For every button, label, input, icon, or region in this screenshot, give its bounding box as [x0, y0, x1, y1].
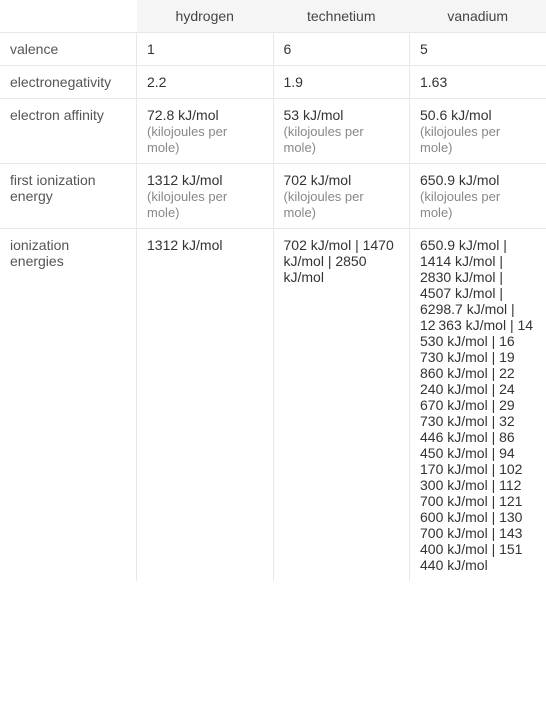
cell: 2.2: [137, 66, 274, 99]
cell-value: 2.2: [147, 74, 166, 90]
cell-unit: (kilojoules per mole): [420, 189, 500, 220]
cell-unit: (kilojoules per mole): [147, 189, 227, 220]
cell-value: 53 kJ/mol: [284, 107, 344, 123]
cell-value: 72.8 kJ/mol: [147, 107, 219, 123]
cell-value: 1.63: [420, 74, 447, 90]
cell-value: 1.9: [284, 74, 303, 90]
table-row: electron affinity 72.8 kJ/mol (kilojoule…: [0, 99, 546, 164]
table-row: first ionization energy 1312 kJ/mol (kil…: [0, 164, 546, 229]
cell: 5: [410, 33, 546, 66]
cell: 6: [273, 33, 410, 66]
cell: 72.8 kJ/mol (kilojoules per mole): [137, 99, 274, 164]
cell-value: 1: [147, 41, 155, 57]
cell: 702 kJ/mol (kilojoules per mole): [273, 164, 410, 229]
cell-value: 650.9 kJ/mol: [420, 172, 499, 188]
cell: 1: [137, 33, 274, 66]
cell: 53 kJ/mol (kilojoules per mole): [273, 99, 410, 164]
table-row: valence 1 6 5: [0, 33, 546, 66]
cell-unit: (kilojoules per mole): [284, 124, 364, 155]
row-label: valence: [0, 33, 137, 66]
cell-value: 1312 kJ/mol: [147, 172, 222, 188]
cell-unit: (kilojoules per mole): [284, 189, 364, 220]
cell: 1.9: [273, 66, 410, 99]
cell: 50.6 kJ/mol (kilojoules per mole): [410, 99, 546, 164]
table-row: electronegativity 2.2 1.9 1.63: [0, 66, 546, 99]
cell-value: 702 kJ/mol: [284, 172, 352, 188]
properties-table: hydrogen technetium vanadium valence 1 6…: [0, 0, 546, 581]
col-header: hydrogen: [137, 0, 274, 33]
cell-value: 1312 kJ/mol: [147, 237, 222, 253]
row-label: ionization energies: [0, 229, 137, 582]
col-header: vanadium: [410, 0, 546, 33]
row-label: electron affinity: [0, 99, 137, 164]
cell: 1312 kJ/mol (kilojoules per mole): [137, 164, 274, 229]
row-label: first ionization energy: [0, 164, 137, 229]
header-row: hydrogen technetium vanadium: [0, 0, 546, 33]
cell-value: 650.9 kJ/mol | 1414 kJ/mol | 2830 kJ/mol…: [420, 237, 536, 573]
col-header: technetium: [273, 0, 410, 33]
cell-value: 702 kJ/mol | 1470 kJ/mol | 2850 kJ/mol: [284, 237, 394, 285]
cell: 1.63: [410, 66, 546, 99]
table-row: ionization energies 1312 kJ/mol 702 kJ/m…: [0, 229, 546, 582]
cell: 1312 kJ/mol: [137, 229, 274, 582]
cell-value: 6: [284, 41, 292, 57]
cell-value: 50.6 kJ/mol: [420, 107, 492, 123]
cell: 650.9 kJ/mol (kilojoules per mole): [410, 164, 546, 229]
header-corner: [0, 0, 137, 33]
row-label: electronegativity: [0, 66, 137, 99]
cell: 702 kJ/mol | 1470 kJ/mol | 2850 kJ/mol: [273, 229, 410, 582]
cell-unit: (kilojoules per mole): [147, 124, 227, 155]
cell-value: 5: [420, 41, 428, 57]
cell-unit: (kilojoules per mole): [420, 124, 500, 155]
cell: 650.9 kJ/mol | 1414 kJ/mol | 2830 kJ/mol…: [410, 229, 546, 582]
